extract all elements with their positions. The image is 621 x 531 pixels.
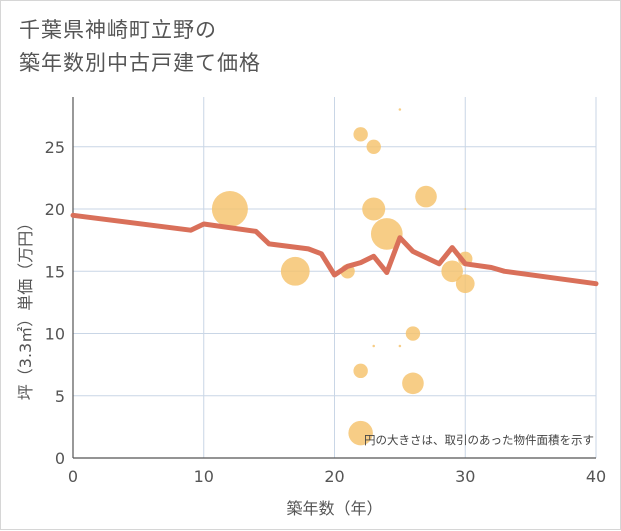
bubble-10: [372, 344, 375, 348]
bubble-size-note: 円の大きさは、取引のあった物件面積を示す: [364, 433, 594, 447]
bubble-14: [415, 185, 437, 208]
axis-ticks: 0 10 20 30 40 0 5 10 15 20 25: [45, 138, 607, 486]
y-tick-label-20: 20: [45, 200, 65, 219]
y-tick-label-15: 15: [45, 262, 65, 281]
trend-line-series: [70, 212, 599, 287]
trend-line: [70, 212, 599, 287]
x-axis-label: 築年数（年）: [286, 499, 382, 518]
bubble-6: [370, 218, 403, 250]
chart-title-line-1: 千葉県神崎町立野の: [19, 18, 217, 42]
y-tick-label-5: 5: [55, 387, 65, 406]
x-tick-label-40: 40: [586, 467, 606, 486]
bubble-12: [405, 326, 421, 341]
bubble-15: [441, 260, 463, 283]
bubble-series: [211, 108, 475, 446]
bubble-11: [398, 344, 402, 348]
x-tick-label-30: 30: [455, 467, 475, 486]
bubble-17: [455, 274, 475, 294]
chart-title: 千葉県神崎町立野の 築年数別中古戸建て価格: [19, 14, 261, 80]
x-tick-label-10: 10: [194, 467, 214, 486]
bubble-8: [348, 420, 373, 446]
x-tick-label-20: 20: [324, 467, 344, 486]
chart-title-line-2: 築年数別中古戸建て価格: [19, 51, 261, 75]
y-tick-label-0: 0: [55, 449, 65, 468]
y-tick-label-10: 10: [45, 325, 65, 344]
y-tick-label-25: 25: [45, 138, 65, 157]
bubble-13: [402, 372, 424, 395]
bubble-3: [353, 127, 368, 142]
y-axis-label: 坪（3.3㎡）単価（万円）: [16, 215, 35, 400]
bubble-18: [464, 208, 467, 210]
bubble-4: [366, 139, 381, 154]
bubble-9: [398, 108, 402, 111]
bubble-0: [211, 191, 248, 228]
bubble-7: [353, 363, 368, 379]
bubble-5: [362, 197, 386, 221]
bubble-1: [280, 256, 310, 286]
x-tick-label-0: 0: [68, 467, 78, 486]
